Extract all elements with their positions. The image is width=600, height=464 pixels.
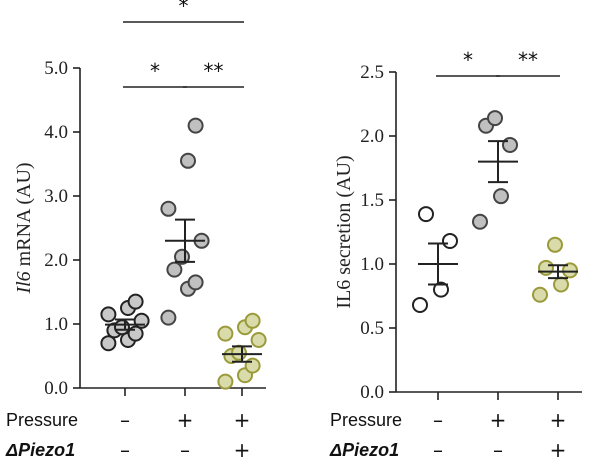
y-axis-label-gene: Il6 [13, 271, 35, 294]
significance-label: * [463, 48, 473, 72]
data-point [187, 274, 204, 291]
y-axis-label-text: IL6 secretion (AU) [333, 155, 355, 308]
data-point [100, 306, 117, 323]
pressure-condition-symbol: + [550, 408, 567, 432]
data-point [532, 286, 548, 303]
y-tick-label: 0.0 [44, 378, 68, 399]
row-label-piezo-gene: Piezo1 [342, 440, 399, 460]
data-point [187, 117, 204, 134]
y-tick-label: 2.0 [44, 250, 68, 271]
y-tick-label: 0.0 [360, 382, 384, 403]
data-point [217, 373, 234, 390]
data-point [160, 309, 177, 326]
row-label-pressure-b: Pressure [330, 410, 402, 430]
y-axis-label-text: mRNA (AU) [13, 162, 35, 271]
row-label-piezo-delta: Δ [5, 440, 18, 460]
panel-il6-secretion: 0.0 0.5 1.0 1.5 2.0 2.5 IL6 secretion (AU) – – + –… [333, 48, 582, 462]
pressure-condition-symbol: – [433, 408, 443, 432]
data-point [180, 152, 196, 169]
pressure-condition-symbol: – [120, 408, 130, 432]
y-axis-label: Il6 mRNA (AU) [13, 162, 35, 294]
data-point [547, 236, 563, 253]
data-point [244, 312, 261, 329]
row-label-piezo-b: ΔPiezo1 [329, 440, 399, 460]
data-point [538, 259, 554, 276]
row-label-piezo: ΔPiezo1 [5, 440, 75, 460]
piezo-condition-symbol: – [493, 438, 503, 462]
piezo-condition-symbol: – [180, 438, 190, 462]
y-tick-label: 1.0 [360, 254, 384, 275]
data-point [442, 232, 458, 249]
piezo-condition-symbol: – [120, 438, 130, 462]
data-point [244, 357, 261, 374]
y-tick-label: 3.0 [44, 186, 68, 207]
piezo-condition-symbol: + [234, 438, 251, 462]
data-point [217, 325, 234, 342]
data-point [100, 335, 117, 352]
y-tick-label: 2.5 [360, 62, 384, 83]
row-label-piezo-gene: Piezo1 [18, 440, 75, 460]
y-tick-label: 5.0 [44, 58, 68, 79]
y-tick-label: 1.0 [44, 314, 68, 335]
data-point [487, 110, 503, 127]
y-tick-label: 1.5 [360, 190, 384, 211]
data-point [127, 293, 144, 310]
y-tick-label: 0.5 [360, 318, 384, 339]
data-point [133, 312, 150, 329]
data-point [553, 276, 569, 293]
row-label-piezo-delta: Δ [329, 440, 342, 460]
significance-label: ** [204, 59, 224, 83]
significance-label: * [150, 59, 160, 83]
y-tick-label: 2.0 [360, 126, 384, 147]
data-point [562, 262, 578, 279]
y-tick-label: 4.0 [44, 122, 68, 143]
data-point [231, 344, 247, 361]
data-point [160, 200, 177, 217]
significance-label: ** [518, 48, 538, 72]
pressure-condition-symbol: + [234, 408, 251, 432]
data-point [433, 281, 449, 298]
piezo-condition-symbol: – [433, 438, 443, 462]
data-point [472, 213, 488, 230]
data-point [412, 296, 428, 313]
data-point [250, 332, 267, 348]
significance-label: * [179, 0, 189, 18]
data-point [166, 261, 183, 278]
pressure-condition-symbol: + [177, 408, 194, 432]
pressure-condition-symbol: + [490, 408, 507, 432]
piezo-condition-symbol: + [550, 438, 567, 462]
data-point [418, 206, 434, 223]
data-point [502, 136, 518, 153]
row-label-pressure: Pressure [6, 410, 78, 430]
data-point [114, 319, 130, 336]
y-axis-label: IL6 secretion (AU) [333, 155, 355, 308]
data-point [493, 188, 509, 205]
